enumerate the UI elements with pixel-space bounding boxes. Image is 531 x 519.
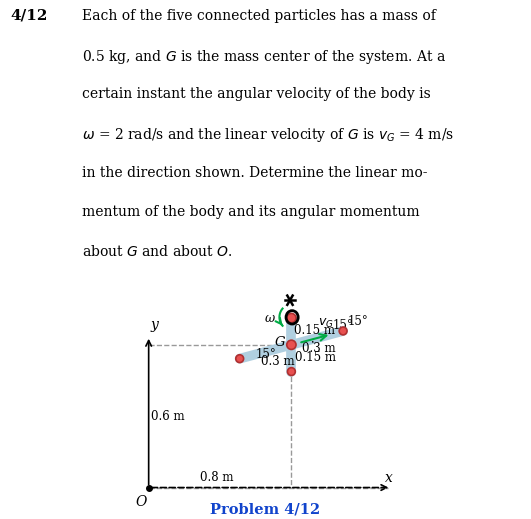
Text: x: x <box>385 471 393 485</box>
Circle shape <box>339 327 347 335</box>
Text: 0.15 m: 0.15 m <box>294 323 335 336</box>
Text: Each of the five connected particles has a mass of: Each of the five connected particles has… <box>82 9 436 23</box>
Text: y: y <box>150 318 158 332</box>
Text: 0.8 m: 0.8 m <box>200 471 233 484</box>
Text: 0.3 m: 0.3 m <box>261 355 295 368</box>
Circle shape <box>236 355 244 363</box>
Text: $\omega$ = 2 rad/s and the linear velocity of $G$ is $v_G$ = 4 m/s: $\omega$ = 2 rad/s and the linear veloci… <box>82 127 455 144</box>
Text: 15°: 15° <box>348 315 369 327</box>
Text: $v_G$: $v_G$ <box>318 317 334 330</box>
Text: 0.6 m: 0.6 m <box>151 409 185 422</box>
Circle shape <box>287 367 295 375</box>
Text: 0.15 m: 0.15 m <box>295 351 336 364</box>
Text: G: G <box>275 336 285 349</box>
Circle shape <box>287 340 296 349</box>
Text: 15°: 15° <box>333 320 354 333</box>
Text: ω: ω <box>265 312 275 325</box>
Circle shape <box>287 313 296 323</box>
Text: Problem 4/12: Problem 4/12 <box>210 502 321 516</box>
Text: mentum of the body and its angular momentum: mentum of the body and its angular momen… <box>82 205 420 219</box>
Text: 4/12: 4/12 <box>11 9 48 23</box>
Text: certain instant the angular velocity of the body is: certain instant the angular velocity of … <box>82 87 431 101</box>
Text: about $G$ and about $O$.: about $G$ and about $O$. <box>82 244 233 259</box>
Text: 0.3 m: 0.3 m <box>302 343 336 356</box>
Text: 0.5 kg, and $G$ is the mass center of the system. At a: 0.5 kg, and $G$ is the mass center of th… <box>82 48 447 66</box>
Text: 15°: 15° <box>256 348 277 361</box>
Text: O: O <box>135 495 147 509</box>
Text: in the direction shown. Determine the linear mo-: in the direction shown. Determine the li… <box>82 166 428 180</box>
